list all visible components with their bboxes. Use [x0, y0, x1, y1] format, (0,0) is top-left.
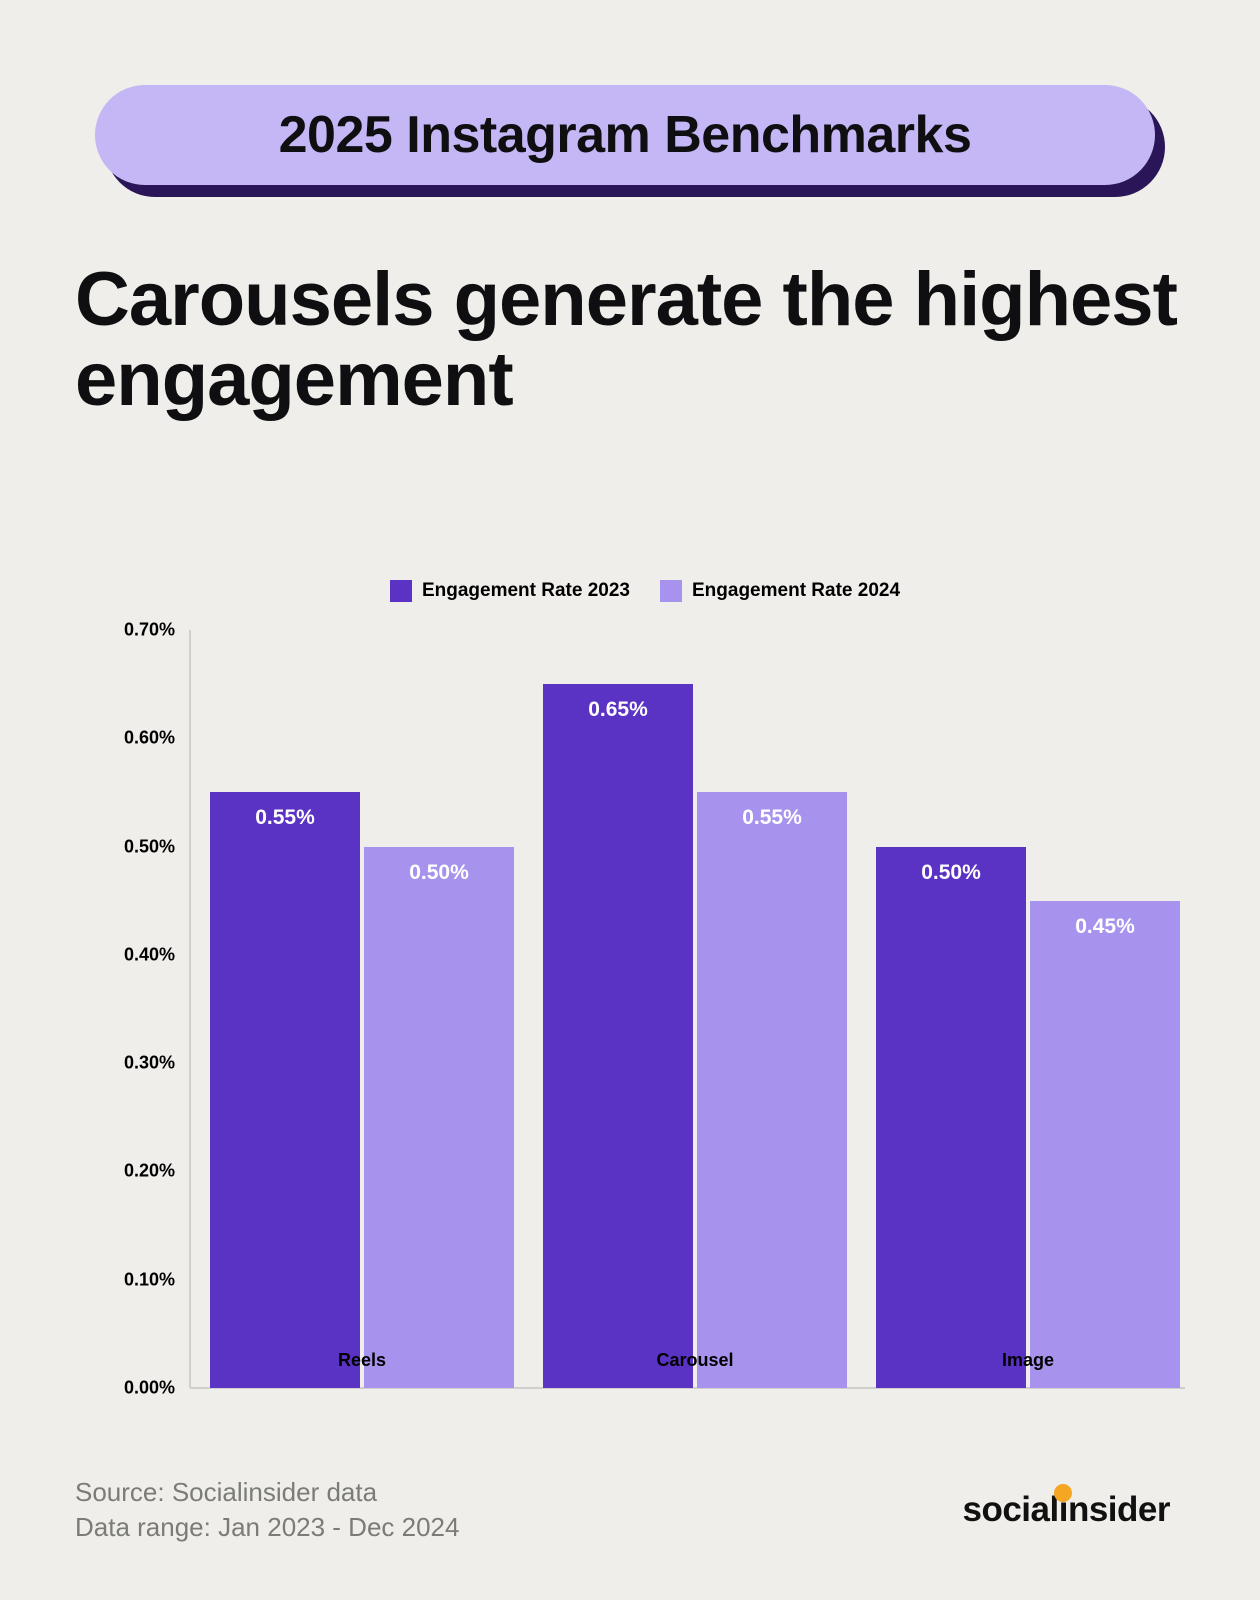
- bar-value-label: 0.55%: [697, 806, 847, 830]
- bar-value-label: 0.50%: [364, 861, 514, 885]
- legend-swatch: [390, 580, 412, 602]
- y-tick-label: 0.60%: [95, 728, 175, 749]
- y-tick-label: 0.00%: [95, 1378, 175, 1399]
- x-tick-label: Image: [1002, 1350, 1054, 1371]
- legend-item: Engagement Rate 2024: [660, 580, 900, 602]
- bar: 0.50%: [364, 847, 514, 1388]
- headline: Carousels generate the highest engagemen…: [75, 260, 1185, 420]
- y-tick-label: 0.30%: [95, 1053, 175, 1074]
- bar: 0.55%: [210, 792, 360, 1388]
- brand-accent-i: i: [1059, 1490, 1068, 1530]
- chart-plot-area: 0.55% 0.50% 0.65% 0.55% 0.50% 0.45%: [190, 630, 1185, 1388]
- legend-label: Engagement Rate 2023: [422, 580, 630, 602]
- brand-text-b: nsider: [1068, 1490, 1170, 1530]
- x-tick-label: Reels: [338, 1350, 386, 1371]
- bar: 0.45%: [1030, 901, 1180, 1388]
- engagement-bar-chart: Engagement Rate 2023 Engagement Rate 2024…: [105, 580, 1185, 1430]
- footer-range-line: Data range: Jan 2023 - Dec 2024: [75, 1510, 459, 1545]
- bar: 0.65%: [543, 684, 693, 1388]
- legend-swatch: [660, 580, 682, 602]
- title-badge: 2025 Instagram Benchmarks: [95, 85, 1155, 185]
- bar-value-label: 0.65%: [543, 698, 693, 722]
- bar: 0.55%: [697, 792, 847, 1388]
- footer-source: Source: Socialinsider data Data range: J…: [75, 1475, 459, 1545]
- legend-item: Engagement Rate 2023: [390, 580, 630, 602]
- bar: 0.50%: [876, 847, 1026, 1388]
- footer-source-line: Source: Socialinsider data: [75, 1475, 459, 1510]
- title-badge-pill: 2025 Instagram Benchmarks: [95, 85, 1155, 185]
- y-tick-label: 0.20%: [95, 1161, 175, 1182]
- x-tick-label: Carousel: [656, 1350, 733, 1371]
- y-tick-label: 0.40%: [95, 944, 175, 965]
- brand-logo: socialinsider: [962, 1490, 1170, 1530]
- y-axis-line: [189, 630, 191, 1388]
- y-tick-label: 0.50%: [95, 836, 175, 857]
- y-tick-label: 0.70%: [95, 620, 175, 641]
- bar-value-label: 0.50%: [876, 861, 1026, 885]
- brand-text-a: social: [962, 1490, 1058, 1530]
- y-tick-label: 0.10%: [95, 1269, 175, 1290]
- bar-value-label: 0.45%: [1030, 915, 1180, 939]
- title-badge-text: 2025 Instagram Benchmarks: [279, 105, 972, 165]
- bar-value-label: 0.55%: [210, 806, 360, 830]
- legend-label: Engagement Rate 2024: [692, 580, 900, 602]
- sun-icon: [1054, 1484, 1072, 1502]
- chart-legend: Engagement Rate 2023 Engagement Rate 2024: [105, 580, 1185, 602]
